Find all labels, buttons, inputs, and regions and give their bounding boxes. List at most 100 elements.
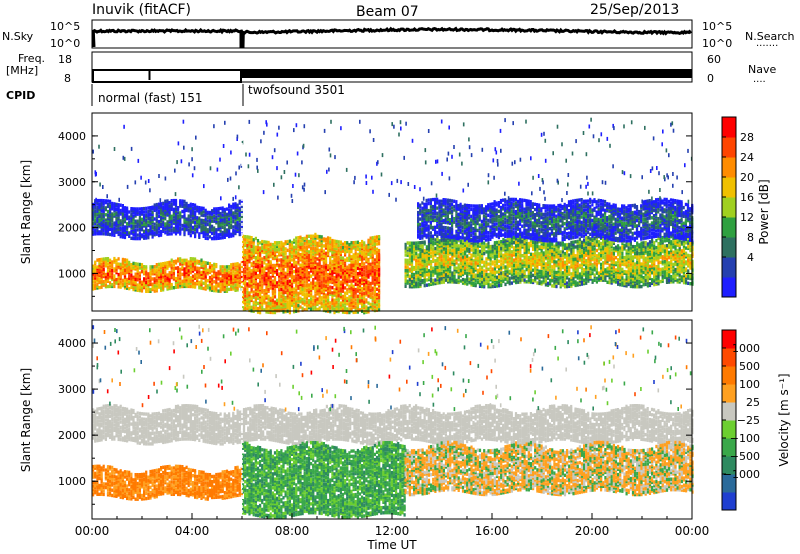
- echo-cell: [276, 248, 279, 252]
- echo-cell: [404, 253, 407, 257]
- echo-cell: [430, 265, 433, 269]
- echo-cell: [172, 202, 175, 206]
- echo-cell: [259, 246, 262, 250]
- echo-cell: [327, 272, 330, 277]
- echo-cell: [213, 288, 216, 293]
- echo-cell: [219, 206, 222, 211]
- echo-cell: [102, 264, 105, 268]
- echo-cell: [153, 272, 156, 276]
- echo-cell: [269, 298, 272, 302]
- echo-cell: [185, 258, 188, 262]
- cpid-mode-twofsound: twofsound 3501: [248, 83, 345, 97]
- echo-cell: [132, 207, 135, 211]
- echo-cell: [425, 245, 428, 249]
- echo-cell: [143, 266, 146, 271]
- echo-cell: [314, 246, 317, 251]
- echo-cell: [286, 255, 289, 259]
- echo-cell: [121, 230, 124, 234]
- echo-cell: [134, 262, 137, 266]
- echo-cell: [113, 212, 116, 217]
- echo-cell: [157, 262, 161, 267]
- echo-cell: [310, 234, 313, 238]
- echo-cell: [430, 277, 433, 281]
- echo-cell: [221, 225, 224, 229]
- echo-cell: [213, 266, 216, 270]
- echo-cell: [236, 205, 239, 209]
- echo-cell: [225, 219, 229, 223]
- echo-cell: [252, 274, 255, 279]
- echo-cell: [140, 287, 144, 291]
- echo-cell: [256, 301, 260, 306]
- echo-cell: [174, 230, 178, 234]
- echo-cell: [240, 280, 243, 284]
- echo-cell: [483, 251, 486, 256]
- echo-cell: [126, 258, 129, 262]
- echo-cell: [254, 236, 257, 241]
- echo-cell: [123, 282, 127, 286]
- echo-cell: [217, 277, 220, 281]
- echo-cell: [331, 259, 334, 264]
- echo-cell: [230, 282, 233, 286]
- echo-cell: [166, 222, 169, 226]
- echo-cell: [174, 259, 178, 263]
- echo-cell: [185, 222, 188, 227]
- echo-cell: [179, 274, 182, 278]
- echo-cell: [155, 204, 158, 209]
- echo-cell: [267, 296, 270, 300]
- echo-cell: [232, 282, 235, 286]
- echo-cell: [191, 217, 195, 221]
- echo-cell: [470, 244, 473, 249]
- echo-cell: [489, 274, 492, 278]
- echo-cell: [502, 276, 505, 280]
- echo-cell: [213, 226, 216, 230]
- echo-cell: [280, 291, 283, 295]
- echo-cell: [217, 207, 220, 211]
- echo-cell: [271, 305, 274, 309]
- echo-cell: [140, 289, 144, 293]
- echo-cell: [352, 272, 355, 276]
- echo-cell: [143, 270, 146, 274]
- echo-cell: [263, 292, 266, 296]
- echo-cell: [293, 257, 296, 262]
- echo-cell: [269, 307, 272, 311]
- echo-cell: [106, 229, 110, 233]
- echo-cell: [333, 298, 336, 302]
- echo-cell: [111, 224, 114, 228]
- echo-cell: [299, 296, 302, 300]
- echo-cell: [252, 278, 255, 282]
- echo-cell: [115, 202, 118, 207]
- echo-cell: [179, 211, 182, 215]
- echo-cell: [276, 263, 279, 268]
- echo-cell: [246, 244, 249, 248]
- echo-cell: [286, 259, 289, 263]
- echo-cell: [502, 246, 505, 250]
- echo-cell: [406, 246, 409, 250]
- echo-cell: [111, 284, 114, 289]
- echo-cell: [354, 305, 357, 309]
- echo-cell: [361, 287, 364, 291]
- echo-cell: [140, 263, 144, 267]
- echo-cell: [196, 268, 199, 272]
- echo-cell: [278, 293, 281, 297]
- echo-cell: [204, 282, 207, 286]
- echo-cell: [417, 281, 420, 285]
- echo-cell: [96, 284, 99, 288]
- echo-cell: [252, 281, 255, 286]
- echo-cell: [252, 246, 255, 251]
- echo-cell: [174, 221, 178, 225]
- echo-cell: [106, 204, 110, 209]
- echo-cell: [132, 282, 135, 286]
- echo-cell: [529, 252, 533, 256]
- echo-cell: [200, 281, 203, 285]
- echo-cell: [252, 255, 255, 259]
- echo-cell: [168, 271, 171, 275]
- echo-cell: [461, 248, 465, 252]
- echo-cell: [130, 217, 133, 221]
- echo-cell: [155, 273, 158, 277]
- echo-cell: [115, 213, 118, 217]
- echo-cell: [198, 259, 201, 264]
- echo-cell: [183, 210, 186, 214]
- echo-cell: [453, 254, 456, 258]
- echo-cell: [134, 214, 137, 218]
- echo-cell: [113, 267, 116, 271]
